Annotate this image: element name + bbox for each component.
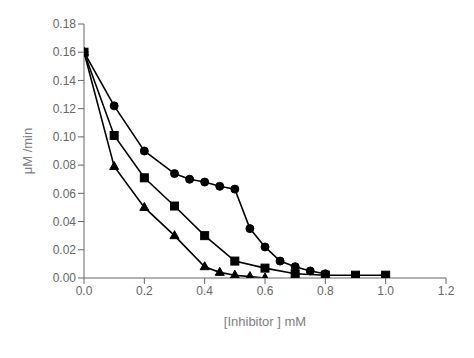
svg-text:0.16: 0.16 bbox=[53, 45, 77, 59]
svg-text:μM /min: μM /min bbox=[20, 128, 35, 175]
svg-text:0.2: 0.2 bbox=[136, 284, 153, 298]
svg-text:0.12: 0.12 bbox=[53, 102, 77, 116]
svg-text:0.6: 0.6 bbox=[257, 284, 274, 298]
svg-text:1.2: 1.2 bbox=[438, 284, 455, 298]
svg-text:0.14: 0.14 bbox=[53, 74, 77, 88]
svg-text:0.4: 0.4 bbox=[196, 284, 213, 298]
svg-text:0.18: 0.18 bbox=[53, 17, 77, 31]
svg-text:0.06: 0.06 bbox=[53, 187, 77, 201]
svg-text:0.08: 0.08 bbox=[53, 158, 77, 172]
svg-text:0.00: 0.00 bbox=[53, 271, 77, 285]
svg-text:0.10: 0.10 bbox=[53, 130, 77, 144]
svg-text:0.0: 0.0 bbox=[76, 284, 93, 298]
svg-text:0.04: 0.04 bbox=[53, 215, 77, 229]
svg-text:[Inhibitor ] mM: [Inhibitor ] mM bbox=[224, 314, 306, 329]
svg-text:1.0: 1.0 bbox=[377, 284, 394, 298]
svg-text:0.02: 0.02 bbox=[53, 243, 77, 257]
svg-text:0.8: 0.8 bbox=[317, 284, 334, 298]
